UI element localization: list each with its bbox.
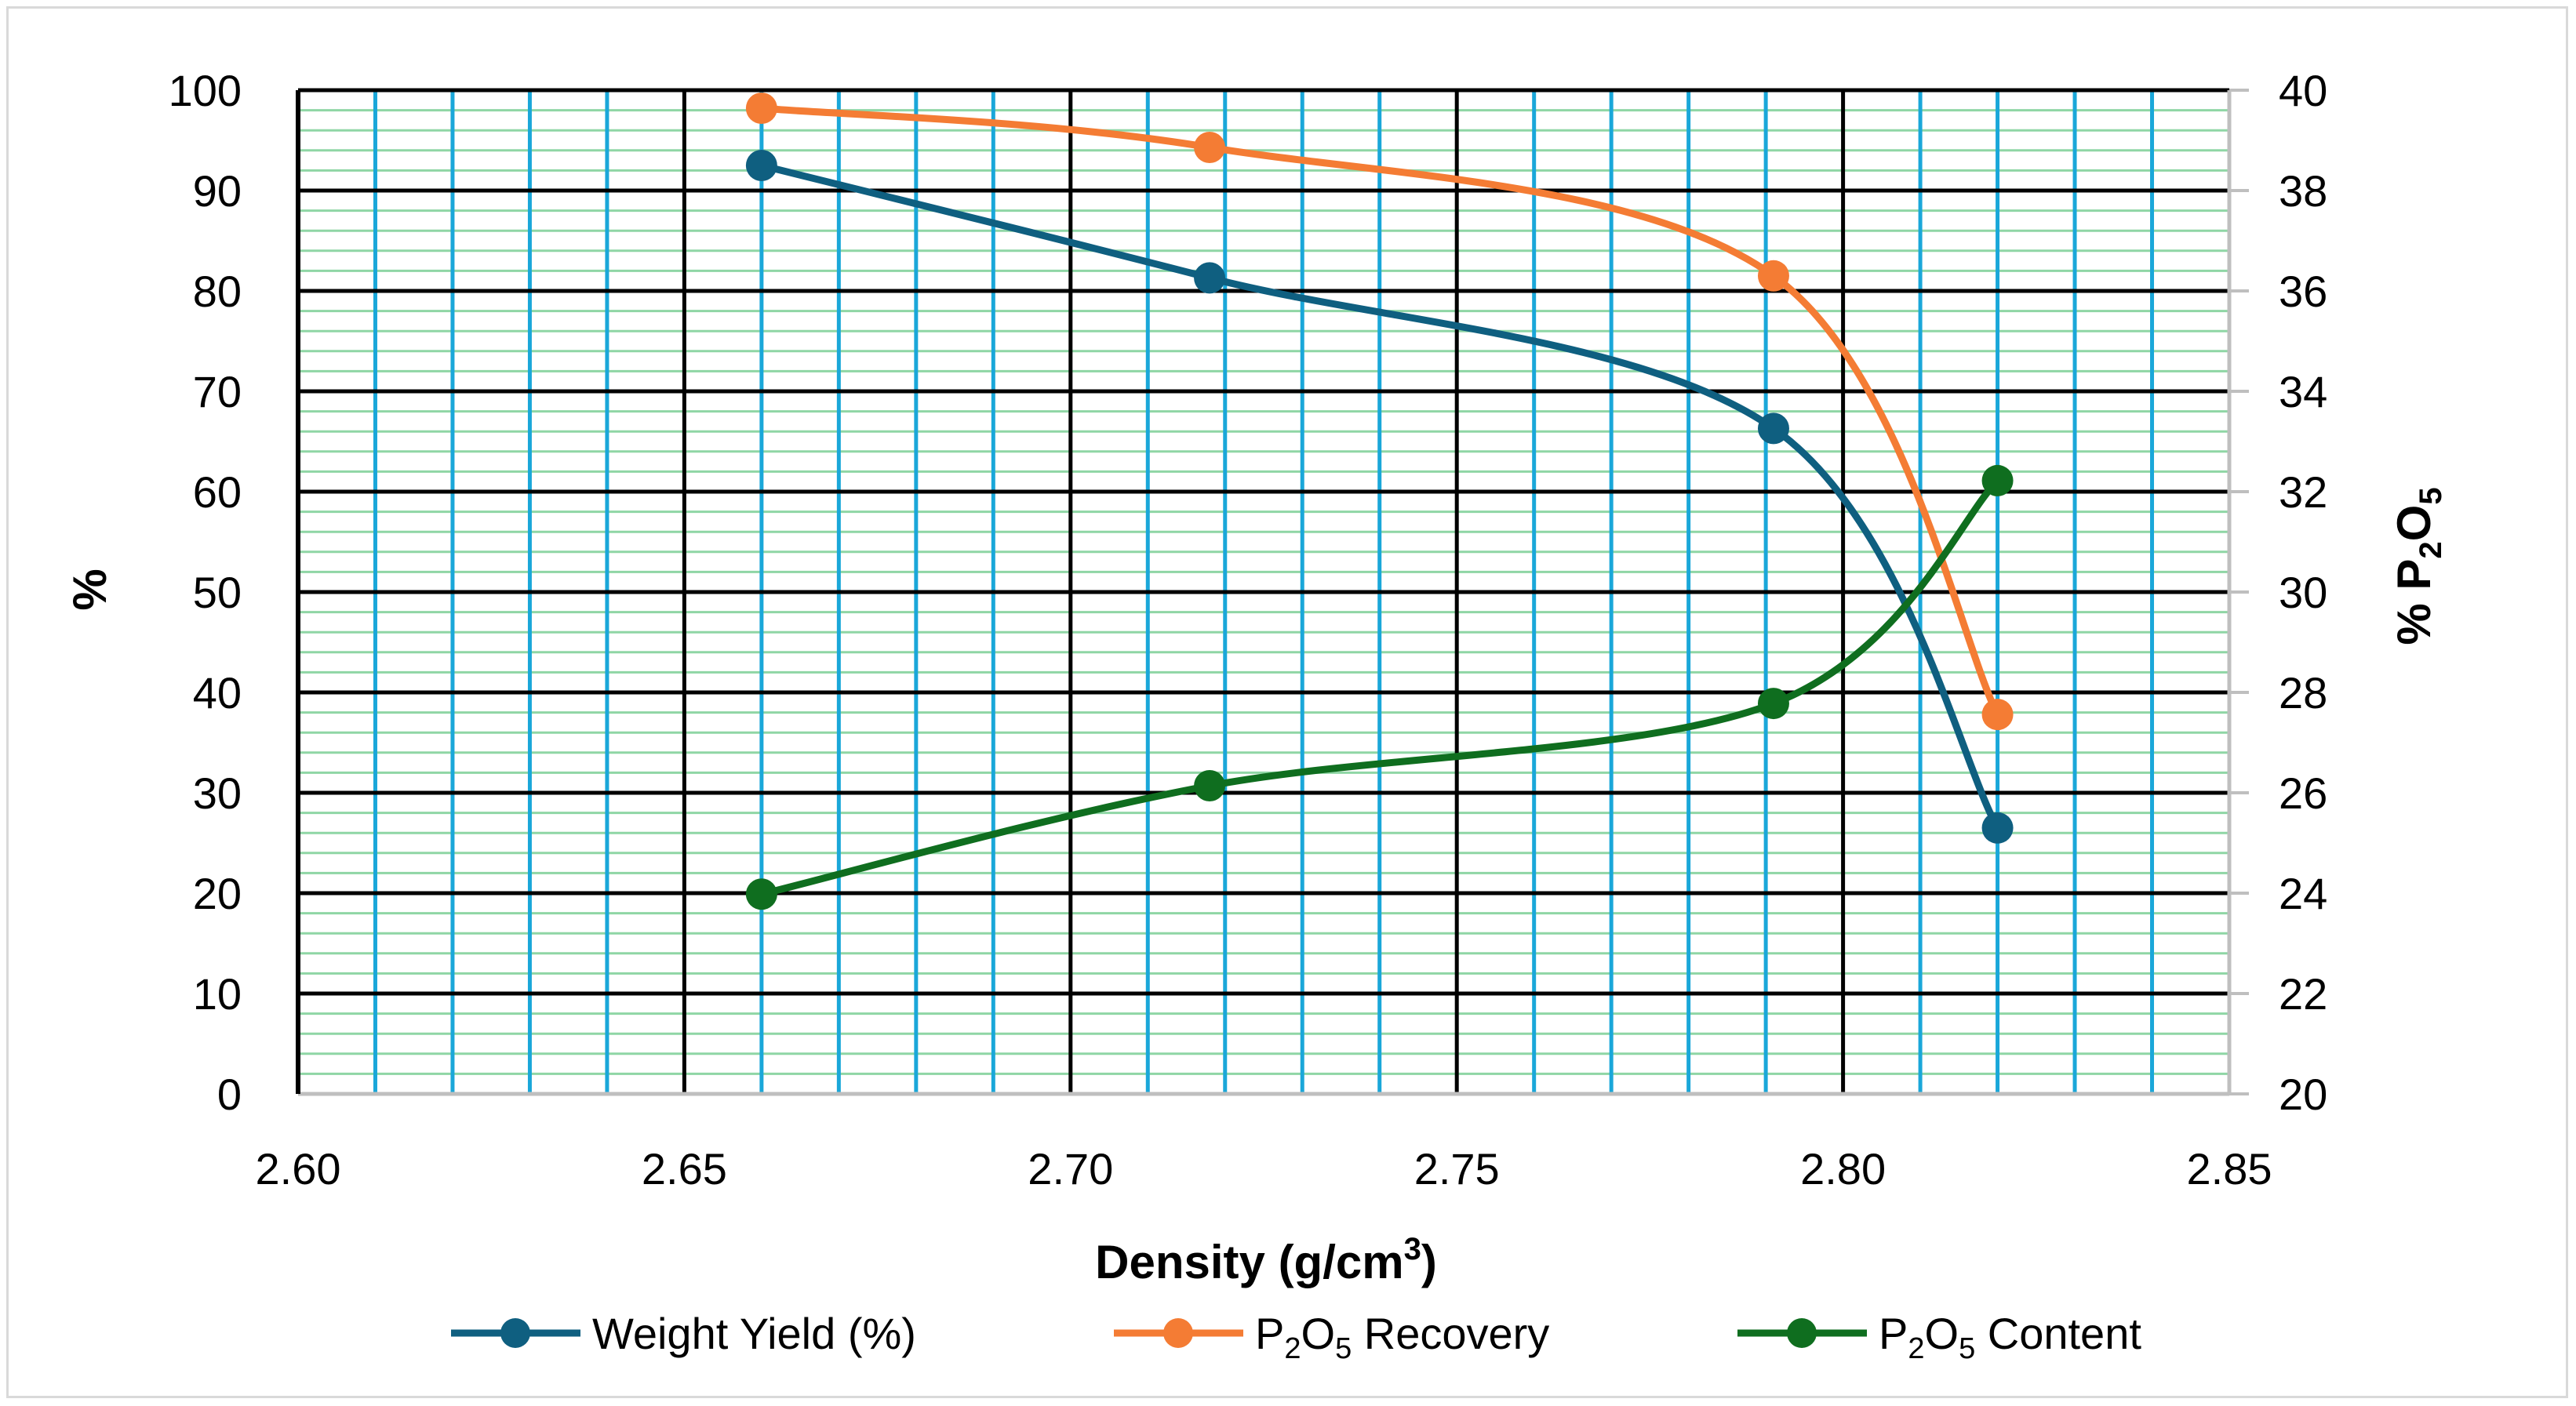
y-tick-label: 30 <box>193 768 242 818</box>
major-gridlines <box>296 88 2229 1096</box>
x-tick-label: 2.70 <box>1028 1144 1113 1193</box>
legend: Weight Yield (%) P2O5 Recovery P2O5 Cont… <box>451 1309 2141 1365</box>
y2-axis-title: % P2O5 <box>2388 487 2448 645</box>
axes <box>296 89 2249 1096</box>
x-tick-label: 2.60 <box>256 1144 341 1193</box>
y2-tick-label: 36 <box>2279 267 2327 316</box>
y-tick-label: 60 <box>193 467 242 517</box>
y2-tick-label: 40 <box>2279 66 2327 115</box>
y-tick-label: 100 <box>169 66 242 115</box>
y-axis-title: % <box>64 569 116 610</box>
series-line-p2o5-content <box>758 477 2002 898</box>
data-point-weight-yield <box>1194 262 1226 294</box>
y2-tick-label: 38 <box>2279 166 2327 216</box>
y-tick-label: 20 <box>193 869 242 918</box>
y2-tick-label: 32 <box>2279 467 2327 517</box>
y2-tick-label: 22 <box>2279 969 2327 1019</box>
data-point-weight-yield <box>1757 412 1789 445</box>
y2-tick-label: 30 <box>2279 568 2327 617</box>
data-point-p2o5-content <box>745 878 777 910</box>
y2-tick-label: 24 <box>2279 869 2327 918</box>
series-line-weight-yield <box>758 162 2002 832</box>
data-point-p2o5-content <box>1194 770 1226 802</box>
y2-tick-label: 34 <box>2279 367 2327 416</box>
y-tick-label: 10 <box>193 969 242 1019</box>
legend-item-p2o5-content[interactable]: P2O5 Content <box>1737 1309 2141 1365</box>
y2-tick-label: 20 <box>2279 1070 2327 1119</box>
y-tick-labels: 0 10 20 30 40 50 60 70 80 90 100 <box>169 66 242 1119</box>
x-tick-labels: 2.60 2.65 2.70 2.75 2.80 2.85 <box>256 1144 2272 1193</box>
x-tick-label: 2.75 <box>1414 1144 1500 1193</box>
legend-label-weight-yield: Weight Yield (%) <box>592 1309 916 1358</box>
chart-frame <box>6 6 2568 1398</box>
x-tick-label: 2.80 <box>1800 1144 1886 1193</box>
data-point-p2o5-recovery <box>1194 131 1226 163</box>
series-points <box>745 93 2014 910</box>
data-point-p2o5-content <box>1981 464 2014 496</box>
data-point-p2o5-recovery <box>745 93 777 125</box>
y2-tick-label: 28 <box>2279 668 2327 718</box>
y-tick-label: 80 <box>193 267 242 316</box>
data-point-weight-yield <box>745 150 777 181</box>
y-tick-label: 90 <box>193 166 242 216</box>
minor-horizontal-gridlines <box>298 109 2229 1075</box>
data-point-weight-yield <box>1981 812 2014 844</box>
legend-label-p2o5-recovery: P2O5 Recovery <box>1255 1309 1549 1365</box>
data-point-p2o5-content <box>1757 688 1789 720</box>
data-point-p2o5-recovery <box>1757 260 1789 292</box>
legend-item-p2o5-recovery[interactable]: P2O5 Recovery <box>1114 1309 1549 1365</box>
y-tick-label: 70 <box>193 367 242 416</box>
y2-tick-labels: 20 22 24 26 28 30 32 34 36 38 40 <box>2279 66 2327 1119</box>
x-axis-title: Density (g/cm3) <box>1095 1232 1437 1288</box>
y-tick-label: 50 <box>193 568 242 617</box>
x-tick-label: 2.65 <box>642 1144 727 1193</box>
y2-tick-label: 26 <box>2279 768 2327 818</box>
series-line-p2o5-recovery <box>758 104 2002 718</box>
y-tick-label: 40 <box>193 668 242 718</box>
x-tick-label: 2.85 <box>2187 1144 2272 1193</box>
legend-item-weight-yield[interactable]: Weight Yield (%) <box>451 1309 916 1358</box>
legend-label-p2o5-content: P2O5 Content <box>1879 1309 2141 1365</box>
data-point-p2o5-recovery <box>1981 699 2014 731</box>
y-tick-label: 0 <box>217 1070 242 1119</box>
series-lines <box>758 104 2002 898</box>
